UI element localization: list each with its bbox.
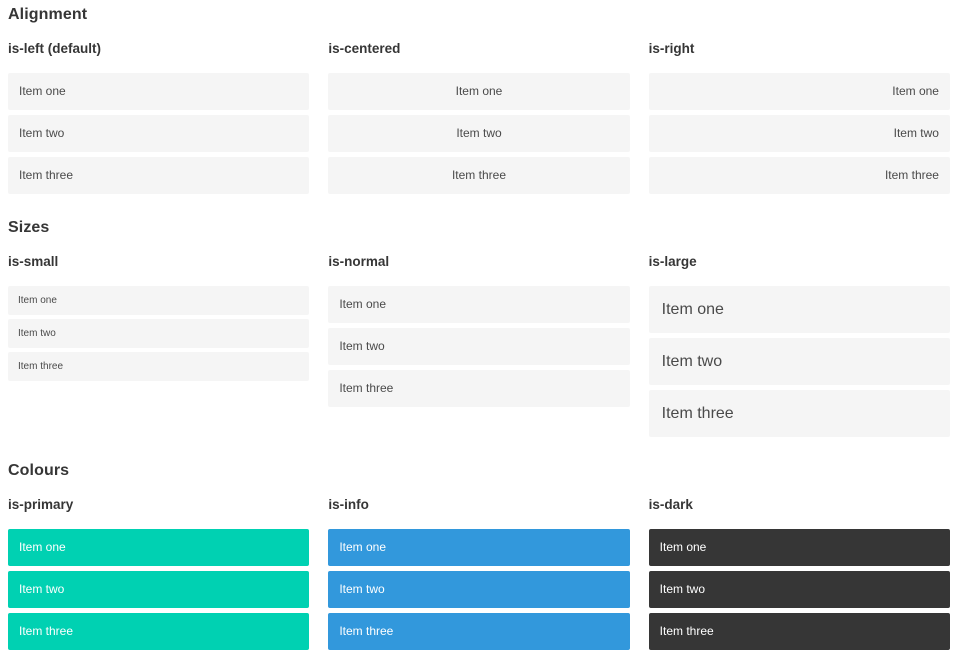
list-item: Item three — [328, 157, 630, 194]
column-heading: is-primary — [8, 497, 74, 512]
list-item: Item two — [328, 328, 630, 365]
list-normal: Item one Item two Item three — [328, 286, 630, 407]
list-dark: Item one Item two Item three — [648, 529, 950, 650]
list-item: Item three — [328, 370, 630, 407]
list-item: Item three — [648, 613, 950, 650]
list-item: Item three — [8, 352, 310, 381]
section-colours: Colours is-primary Item one Item two Ite… — [8, 461, 950, 650]
list-item: Item two — [648, 338, 950, 385]
column-heading: is-info — [328, 497, 369, 512]
list-item: Item three — [648, 390, 950, 437]
section-heading: Alignment — [8, 6, 88, 23]
list-item: Item two — [648, 115, 950, 152]
list-right-aligned: Item one Item two Item three — [648, 73, 950, 194]
column-is-small: is-small Item one Item two Item three — [8, 253, 310, 437]
list-item: Item two — [8, 571, 310, 608]
column-is-centered: is-centered Item one Item two Item three — [328, 40, 630, 194]
list-item: Item two — [328, 115, 630, 152]
column-is-info: is-info Item one Item two Item three — [328, 496, 630, 650]
list-item: Item three — [328, 613, 630, 650]
list-item: Item two — [8, 115, 310, 152]
list-item: Item one — [328, 286, 630, 323]
list-small: Item one Item two Item three — [8, 286, 310, 381]
list-item: Item three — [8, 157, 310, 194]
list-primary: Item one Item two Item three — [8, 529, 310, 650]
list-item: Item one — [328, 73, 630, 110]
list-item: Item one — [648, 529, 950, 566]
list-item: Item one — [8, 73, 310, 110]
column-heading: is-small — [8, 254, 59, 269]
colours-columns: is-primary Item one Item two Item three … — [8, 496, 950, 650]
list-large: Item one Item two Item three — [648, 286, 950, 437]
column-heading: is-normal — [328, 254, 390, 269]
list-centered: Item one Item two Item three — [328, 73, 630, 194]
column-heading: is-left (default) — [8, 41, 101, 56]
list-item: Item two — [8, 319, 310, 348]
alignment-columns: is-left (default) Item one Item two Item… — [8, 40, 950, 194]
list-item: Item two — [648, 571, 950, 608]
list-item: Item three — [648, 157, 950, 194]
list-info: Item one Item two Item three — [328, 529, 630, 650]
list-item: Item one — [648, 286, 950, 333]
column-is-large: is-large Item one Item two Item three — [648, 253, 950, 437]
column-is-primary: is-primary Item one Item two Item three — [8, 496, 310, 650]
section-alignment: Alignment is-left (default) Item one Ite… — [8, 5, 950, 194]
column-heading: is-dark — [648, 497, 693, 512]
section-heading: Sizes — [8, 219, 50, 236]
column-is-left: is-left (default) Item one Item two Item… — [8, 40, 310, 194]
list-item: Item one — [8, 529, 310, 566]
column-is-normal: is-normal Item one Item two Item three — [328, 253, 630, 437]
list-item: Item three — [8, 613, 310, 650]
list-item: Item two — [328, 571, 630, 608]
section-heading: Colours — [8, 462, 70, 479]
section-sizes: Sizes is-small Item one Item two Item th… — [8, 218, 950, 437]
column-is-right: is-right Item one Item two Item three — [648, 40, 950, 194]
column-heading: is-right — [648, 41, 695, 56]
list-item: Item one — [648, 73, 950, 110]
list-left-aligned: Item one Item two Item three — [8, 73, 310, 194]
column-heading: is-centered — [328, 41, 401, 56]
column-heading: is-large — [648, 254, 697, 269]
sizes-columns: is-small Item one Item two Item three is… — [8, 253, 950, 437]
list-item: Item one — [328, 529, 630, 566]
list-item: Item one — [8, 286, 310, 315]
column-is-dark: is-dark Item one Item two Item three — [648, 496, 950, 650]
